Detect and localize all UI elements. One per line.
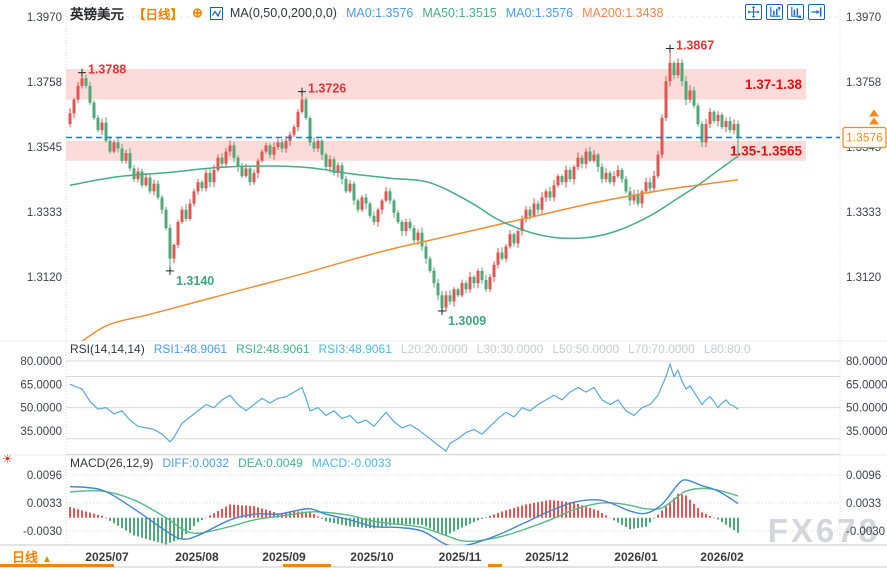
svg-text:0.0096: 0.0096 (846, 470, 881, 482)
ma50-line (69, 155, 739, 240)
go-to-latest-button[interactable] (808, 4, 825, 20)
fit-y-axis-button[interactable] (766, 4, 783, 20)
svg-text:2026/02: 2026/02 (700, 550, 744, 564)
triangle-up-icon: ▲ (42, 554, 52, 565)
timeframe-tab-label: 日线 (12, 550, 39, 565)
fit-x-axis-button[interactable] (787, 4, 804, 20)
svg-text:1.3970: 1.3970 (846, 12, 881, 24)
rsi1-value: RSI1:48.9061 (153, 342, 228, 356)
svg-text:0.0033: 0.0033 (846, 498, 881, 510)
x-axis-months: 2025/07 2025/08 2025/09 2025/10 2025/11 2025/… (85, 550, 744, 564)
rsi-title: RSI(14,14,14) (70, 342, 145, 356)
rsi-level-80: L80:80.0 (703, 342, 751, 356)
scrollbar-marker[interactable] (283, 564, 331, 567)
rsi3-value: RSI3:48.9061 (318, 342, 392, 356)
ma0-value: MA0:1.3576 (345, 6, 414, 20)
svg-text:1.3576: 1.3576 (846, 131, 883, 145)
svg-text:50.0000: 50.0000 (20, 403, 62, 415)
svg-text:80.0000: 80.0000 (20, 356, 62, 368)
scrollbar-marker[interactable] (488, 564, 502, 567)
svg-text:65.0000: 65.0000 (846, 379, 887, 391)
svg-text:1.3726: 1.3726 (308, 82, 346, 96)
svg-text:1.3140: 1.3140 (176, 274, 214, 288)
svg-text:50.0000: 50.0000 (846, 403, 887, 415)
rsi-line (69, 362, 739, 453)
svg-text:0.0033: 0.0033 (27, 498, 62, 510)
rsi-level-30: L30:30.0000 (476, 342, 544, 356)
svg-text:35.0000: 35.0000 (846, 426, 887, 438)
svg-text:1.3758: 1.3758 (846, 77, 881, 89)
watermark: FX678 (768, 512, 880, 549)
price-annotations: 1.3788 1.3140 1.3726 1.3009 1.3867 1.37-1.38 1… (78, 39, 802, 328)
zone-label: 1.37-1.38 (745, 77, 803, 92)
svg-text:65.0000: 65.0000 (20, 379, 62, 391)
ma0-value-2: MA0:1.3576 (505, 6, 574, 20)
axis-labels: 1.39701.39701.37581.37581.35451.35451.33… (20, 12, 887, 538)
svg-text:35.0000: 35.0000 (20, 426, 62, 438)
timeframe-label: 【日线】 (133, 7, 184, 22)
resistance-support-zones (66, 68, 806, 161)
diff-line (69, 479, 739, 545)
svg-text:-0.0030: -0.0030 (23, 526, 62, 538)
svg-text:1.3788: 1.3788 (88, 63, 126, 77)
svg-text:2025/08: 2025/08 (175, 550, 219, 564)
svg-text:2026/01: 2026/01 (614, 550, 658, 564)
current-price-label: 1.3576 (842, 109, 887, 149)
svg-text:1.3867: 1.3867 (676, 39, 714, 53)
ma-settings-label: MA(0,50,0,200,0,0) (229, 6, 337, 20)
candles-layer (68, 48, 740, 312)
svg-text:0.0096: 0.0096 (27, 470, 62, 482)
move-tool-button[interactable] (745, 4, 762, 20)
arrow-up-icon (869, 109, 879, 117)
symbol-title: 英镑美元 (70, 7, 124, 22)
zone-label: 1.35-1.3565 (730, 143, 803, 158)
svg-text:1.3970: 1.3970 (27, 12, 62, 24)
svg-text:80.0000: 80.0000 (846, 356, 887, 368)
rsi-header: RSI(14,14,14) RSI1:48.9061 RSI2:48.9061 … (70, 342, 760, 356)
svg-text:2025/12: 2025/12 (525, 550, 569, 564)
chart-type-icon[interactable] (209, 6, 223, 20)
macd-value: MACD:-0.0033 (311, 456, 392, 470)
rsi2-value: RSI2:48.9061 (236, 342, 310, 356)
ma200-line (81, 178, 739, 341)
sun-icon[interactable]: ☀ (2, 452, 13, 466)
svg-text:2025/07: 2025/07 (85, 550, 129, 564)
svg-text:-0.0030: -0.0030 (846, 526, 885, 538)
svg-text:1.3758: 1.3758 (27, 77, 62, 89)
dea-value: DEA:0.0049 (238, 456, 303, 470)
circle-plus-icon[interactable]: ⊕ (192, 5, 203, 20)
svg-text:1.3333: 1.3333 (27, 207, 62, 219)
diff-value: DIFF:0.0032 (162, 456, 230, 470)
svg-text:2025/10: 2025/10 (350, 550, 394, 564)
macd-title: MACD(26,12,9) (70, 456, 154, 470)
arrow-up-icon (869, 117, 879, 125)
main-chart-header: 英镑美元 【日线】 ⊕ MA(0,50,0,200,0,0) MA0:1.357… (70, 3, 672, 23)
svg-text:1.3333: 1.3333 (846, 207, 881, 219)
svg-text:1.3120: 1.3120 (27, 272, 62, 284)
ma50-value: MA50:1.3515 (422, 6, 497, 20)
svg-text:2025/09: 2025/09 (262, 550, 306, 564)
macd-header: MACD(26,12,9) DIFF:0.0032 DEA:0.0049 MAC… (70, 456, 400, 470)
svg-text:1.3120: 1.3120 (846, 272, 881, 284)
rsi-level-20: L20:20.0000 (400, 342, 468, 356)
chart-toolbar (741, 4, 825, 20)
svg-text:1.3545: 1.3545 (27, 142, 62, 154)
ma200-value: MA200:1.3438 (582, 6, 664, 20)
svg-text:1.3009: 1.3009 (448, 314, 486, 328)
timeframe-tab[interactable]: 日线 ▲ (12, 547, 52, 566)
active-tab-underline (0, 564, 114, 567)
macd-histogram (69, 493, 739, 545)
rsi-level-50: L50:50.0000 (552, 342, 620, 356)
rsi-level-70: L70:70.0000 (628, 342, 695, 356)
svg-text:2025/11: 2025/11 (439, 550, 482, 564)
